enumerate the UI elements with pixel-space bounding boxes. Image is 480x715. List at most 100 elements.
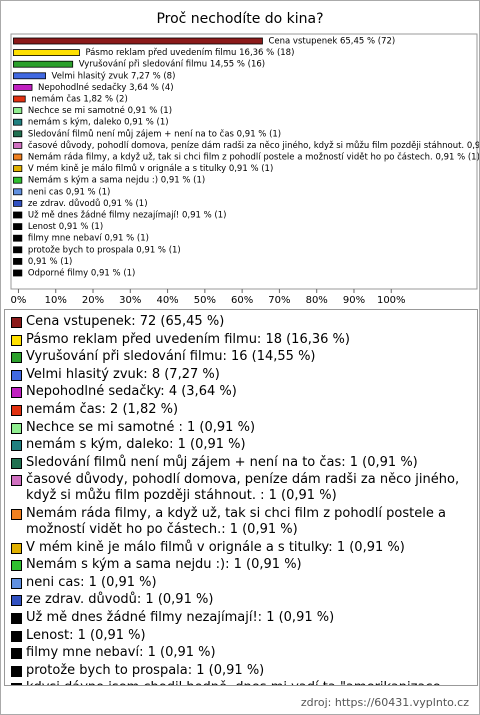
bar [13,223,23,231]
legend-entry: protože bych to prospala: 1 (0,91 %) [11,663,471,679]
legend-label: Velmi hlasitý zvuk: 8 (7,27 %) [26,366,220,382]
bar-label: neni cas 0,91 % (1) [28,187,111,197]
x-tick-label: 80% [306,295,328,306]
legend-entry: Nechce se mi samotné : 1 (0,91 %) [11,420,471,436]
bar-label: V mém kině je málo filmů v orignále a s … [28,163,273,174]
legend-label: V mém kině je málo filmů v orignále a s … [26,539,405,555]
legend-swatch [11,683,22,685]
bar [13,72,46,80]
bar-label: časové důvody, pohodlí domova, peníze dá… [28,140,479,151]
plot-frame [10,33,478,290]
bar [13,246,23,254]
bar [13,49,80,56]
legend-label: Sledování filmů není můj zájem + není na… [26,454,418,470]
bar-label: Vyrušování při sledování filmu 14,55 % (… [79,59,265,70]
legend-entry: V mém kině je málo filmů v orignále a s … [11,540,471,556]
legend-swatch [11,577,22,589]
legend-swatch [11,334,22,346]
legend-entry: Už mě dnes žádné filmy nezajímají!: 1 (0… [11,610,471,626]
bar [13,37,263,45]
legend-label: nemám s kým, daleko: 1 (0,91 %) [26,437,246,453]
bar [13,84,33,91]
legend-label: kdysi dávno jsem chodil hodně, dnes mi v… [26,680,471,685]
x-tick-label: 30% [119,295,141,306]
legend-entry: ze zdrav. důvodů: 1 (0,91 %) [11,592,471,608]
bar-label: Nechce se mi samotné 0,91 % (1) [28,105,172,116]
x-tick-label: 60% [231,295,253,306]
legend-swatch [11,508,22,520]
x-tick-label: 70% [268,295,290,306]
legend-swatch [11,665,22,677]
legend-label: Už mě dnes žádné filmy nezajímají!: 1 (0… [26,609,335,625]
legend: Cena vstupenek: 72 (65,45 %) Pásmo reklam… [4,309,478,686]
x-tick-label: 0% [11,295,27,306]
bar [13,60,74,68]
bar [13,107,23,114]
legend-label: Nemám ráda filmy, a když už, tak si chci… [26,505,446,537]
x-tick-label: 100% [377,295,406,306]
legend-swatch [11,560,22,572]
legend-label: časové důvody, pohodlí domova, peníze dá… [26,472,460,504]
legend-label: nemám čas: 2 (1,82 %) [26,401,179,417]
bar-label: Odporné filmy 0,91 % (1) [28,268,136,279]
legend-label: Pásmo reklam před uvedením filmu: 18 (16… [26,331,350,347]
legend-entry: kdysi dávno jsem chodil hodně, dnes mi v… [11,680,471,685]
bar [13,269,23,277]
bar-label: Sledování filmů není můj zájem + není na… [28,128,281,139]
legend-swatch [11,630,22,642]
legend-entry: neni cas: 1 (0,91 %) [11,575,471,591]
legend-swatch [11,352,22,364]
bar [13,188,23,196]
legend-entry: Nepohodlné sedačky: 4 (3,64 %) [11,384,471,400]
bar [13,165,23,173]
bar [13,130,23,138]
bar [13,153,23,161]
legend-entry: Pásmo reklam před uvedením filmu: 18 (16… [11,332,471,348]
legend-entry: Nemám ráda filmy, a když už, tak si chci… [11,506,471,538]
legend-swatch [11,422,22,434]
legend-entry: časové důvody, pohodlí domova, peníze dá… [11,472,471,504]
bar [13,118,23,126]
x-tick-label: 40% [156,295,178,306]
legend-swatch [11,648,22,660]
bar-label: 0,91 % (1) [28,257,72,267]
legend-entry: Velmi hlasitý zvuk: 8 (7,27 %) [11,367,471,383]
bar-label: Nepohodlné sedačky 3,64 % (4) [38,82,174,93]
legend-label: Nechce se mi samotné : 1 (0,91 %) [26,419,256,435]
legend-label: Nepohodlné sedačky: 4 (3,64 %) [26,384,237,400]
x-tick-label: 10% [45,295,67,306]
bar-label: ze zdrav. důvodů 0,91 % (1) [28,198,148,209]
bar [13,211,23,219]
bar [13,257,23,265]
legend-swatch [11,457,22,469]
bar-label: Nemám s kým a sama nejdu :) 0,91 % (1) [28,176,205,186]
bar [13,95,26,103]
legend-swatch [11,317,22,328]
bar-label: nemám s kým, daleko 0,91 % (1) [28,118,169,128]
bar-label: Lenost 0,91 % (1) [28,222,103,232]
x-tick-label: 50% [194,295,216,306]
bar-label: Velmi hlasitý zvuk 7,27 % (8) [52,71,176,81]
chart: Proč nechodíte do kina? 0% 10% 20% 30% 40% 50… [10,11,479,306]
legend-swatch [11,542,22,554]
legend-swatch [11,440,22,452]
x-tick-label: 20% [82,295,104,306]
bar-label: protože bych to prospala 0,91 % (1) [28,245,181,255]
legend-label: Cena vstupenek: 72 (65,45 %) [26,314,225,329]
x-tick-label: 90% [343,295,365,306]
legend-label: neni cas: 1 (0,91 %) [26,574,157,590]
legend-label: ze zdrav. důvodů: 1 (0,91 %) [26,592,214,608]
legend-entry: Lenost: 1 (0,91 %) [11,628,471,644]
legend-entry: Nemám s kým a sama nejdu :): 1 (0,91 %) [11,557,471,573]
bar [13,176,23,184]
legend-entry: filmy mne nebaví: 1 (0,91 %) [11,645,471,661]
legend-label: protože bych to prospala: 1 (0,91 %) [26,662,265,678]
legend-label: Nemám s kým a sama nejdu :): 1 (0,91 %) [26,557,302,573]
bar [13,141,23,149]
bar-label: Cena vstupenek 65,45 % (72) [268,37,395,47]
legend-swatch [11,595,22,607]
legend-swatch [11,475,22,487]
bar-label: Už mě dnes žádné filmy nezajímají! 0,91 … [28,210,227,221]
legend-entry: nemám čas: 2 (1,82 %) [11,402,471,418]
